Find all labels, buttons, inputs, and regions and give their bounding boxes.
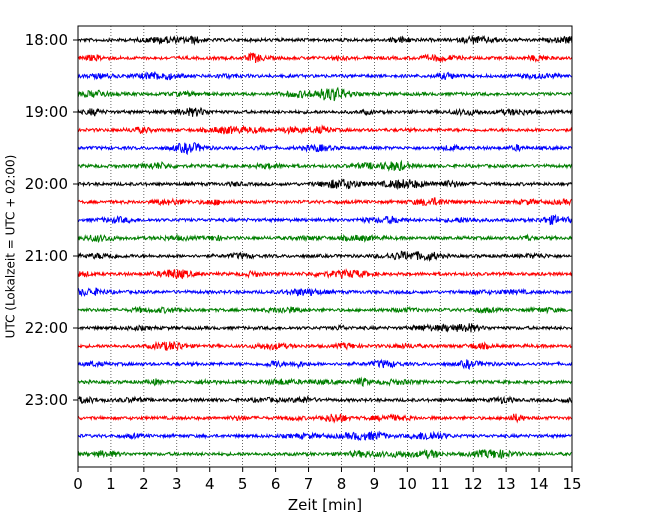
trace-line bbox=[77, 159, 573, 172]
trace-line bbox=[77, 233, 573, 244]
x-tick-label: 14 bbox=[530, 475, 549, 493]
y-tick-label: 18:00 bbox=[25, 31, 68, 49]
trace-line bbox=[77, 376, 572, 387]
x-tick-label: 0 bbox=[73, 475, 83, 493]
trace-line bbox=[77, 213, 573, 226]
x-tick-label: 1 bbox=[106, 475, 116, 493]
trace-line bbox=[77, 305, 573, 315]
trace-line bbox=[77, 71, 573, 81]
trace-line bbox=[77, 177, 573, 191]
y-tick-label: 23:00 bbox=[25, 391, 68, 409]
x-tick-label: 2 bbox=[139, 475, 149, 493]
x-tick-label: 15 bbox=[562, 475, 581, 493]
trace-line bbox=[77, 142, 573, 156]
trace-line bbox=[77, 287, 573, 298]
trace-line bbox=[77, 430, 573, 442]
trace-line bbox=[77, 51, 573, 64]
x-tick-label: 13 bbox=[497, 475, 516, 493]
trace-line bbox=[77, 395, 573, 405]
x-tick-label: 4 bbox=[205, 475, 215, 493]
trace-line bbox=[77, 106, 573, 117]
trace-line bbox=[77, 268, 573, 280]
trace-line bbox=[77, 34, 573, 46]
trace-line bbox=[77, 323, 573, 333]
x-axis-label: Zeit [min] bbox=[288, 496, 362, 514]
x-tick-label: 9 bbox=[370, 475, 380, 493]
x-tick-label: 10 bbox=[398, 475, 417, 493]
y-tick-label: 20:00 bbox=[25, 175, 68, 193]
trace-line bbox=[77, 358, 573, 370]
y-tick-label: 22:00 bbox=[25, 319, 68, 337]
y-tick-label: 19:00 bbox=[25, 103, 68, 121]
x-tick-label: 8 bbox=[337, 475, 347, 493]
x-tick-label: 7 bbox=[304, 475, 314, 493]
trace-line bbox=[78, 124, 573, 136]
x-axis-ticks: 0 1 2 3 4 5 6 7 8 9 10 11 12 13 14 15 bbox=[73, 467, 582, 493]
plot-frame bbox=[77, 25, 573, 468]
trace-line bbox=[77, 86, 572, 102]
y-axis-ticks: 18:00 19:00 20:00 21:00 22:00 23:00 bbox=[25, 31, 78, 409]
y-axis-label: UTC (Lokalzeit = UTC + 02:00) bbox=[4, 155, 18, 339]
trace-line bbox=[77, 250, 572, 263]
x-tick-label: 12 bbox=[464, 475, 483, 493]
trace-line bbox=[77, 340, 573, 352]
x-tick-label: 11 bbox=[431, 475, 450, 493]
x-tick-label: 6 bbox=[271, 475, 281, 493]
trace-line bbox=[77, 413, 573, 424]
traces bbox=[77, 34, 573, 460]
y-tick-label: 21:00 bbox=[25, 247, 68, 265]
x-tick-label: 5 bbox=[238, 475, 248, 493]
x-tick-label: 3 bbox=[172, 475, 182, 493]
trace-line bbox=[77, 197, 573, 207]
trace-line bbox=[77, 448, 572, 460]
